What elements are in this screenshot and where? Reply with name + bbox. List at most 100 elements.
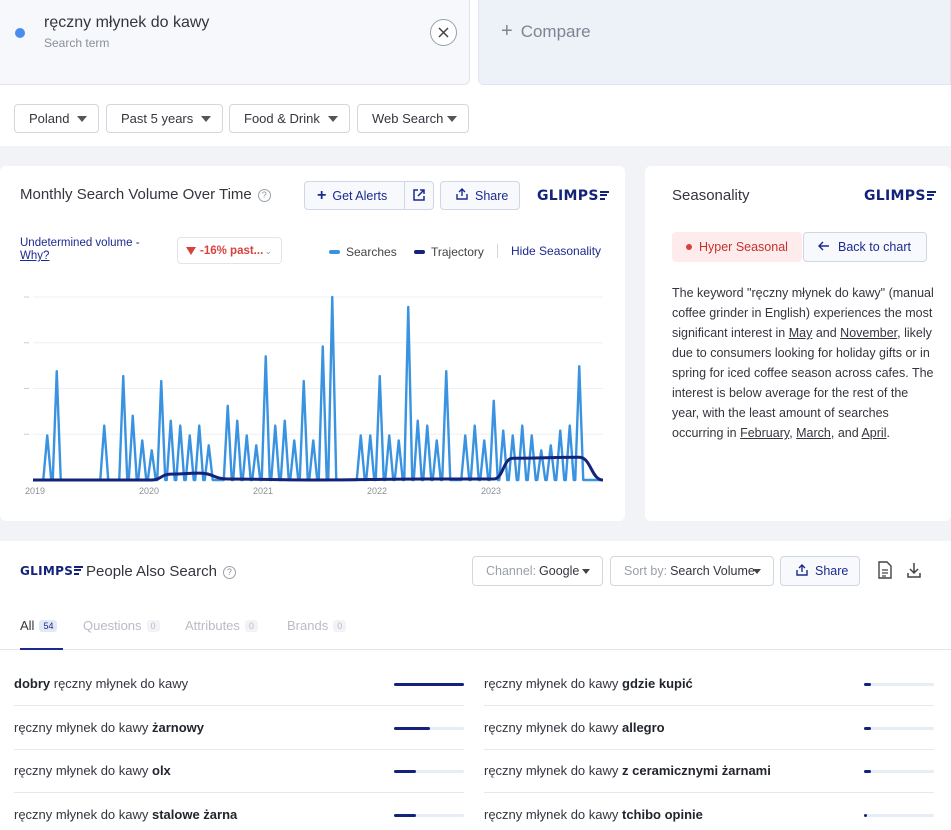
tab-count: 54	[39, 620, 58, 632]
trajectory-line	[33, 455, 604, 482]
keyword-highlight: tchibo opinie	[622, 806, 703, 822]
caret-down-icon	[447, 116, 457, 122]
x-tick-label: 2020	[139, 486, 159, 496]
volume-bar-fill	[864, 726, 871, 730]
keyword-highlight: z ceramicznymi żarnami	[622, 763, 771, 778]
caret-down-icon	[582, 569, 590, 574]
list-item[interactable]: ręczny młynek do kawy olx	[14, 750, 464, 793]
hide-seasonality-link[interactable]: Hide Seasonality	[511, 244, 602, 258]
badge-label: Hyper Seasonal	[699, 240, 788, 254]
source-filter[interactable]: Web Search	[357, 104, 469, 133]
list-item[interactable]: ręczny młynek do kawy gdzie kupić	[484, 663, 934, 706]
legend-searches[interactable]: Searches	[329, 245, 397, 259]
get-alerts-button[interactable]: + Get Alerts	[304, 181, 434, 210]
seasonality-title: Seasonality	[672, 187, 750, 204]
caret-down-icon	[201, 116, 211, 122]
list-item[interactable]: ręczny młynek do kawy żarnowy	[14, 707, 464, 750]
volume-bar	[864, 726, 934, 730]
sort-value: Search Volume	[670, 564, 755, 578]
keyword-text: ręczny młynek do kawy z ceramicznymi żar…	[484, 763, 771, 778]
share-label: Share	[815, 564, 849, 578]
month-march: March	[796, 426, 831, 440]
keyword-text: ręczny młynek do kawy stalowe żarna	[14, 807, 237, 822]
keyword-part: ręczny młynek do kawy	[14, 719, 152, 735]
external-link-icon[interactable]	[412, 188, 426, 205]
volume-bar-fill	[394, 726, 431, 730]
people-also-search-section: GLIMPS People Also Search? Channel: Googl…	[0, 541, 951, 830]
legend-trajectory-label: Trajectory	[431, 245, 484, 259]
volume-bar	[394, 813, 464, 817]
volume-bar	[394, 770, 464, 773]
keyword-text: dobry ręczny młynek do kawy	[14, 676, 188, 691]
download-icon[interactable]	[906, 561, 924, 579]
keyword-text: ręczny młynek do kawy gdzie kupić	[484, 676, 693, 691]
pas-title: People Also Search?	[86, 563, 236, 580]
keyword-part: ręczny młynek do kawy	[484, 676, 622, 691]
search-term[interactable]: ręczny młynek do kawy	[44, 14, 210, 31]
country-filter[interactable]: Poland	[14, 104, 99, 133]
category-filter[interactable]: Food & Drink	[229, 104, 350, 133]
legend-swatch	[414, 250, 425, 254]
volume-bar-fill	[394, 770, 417, 773]
help-icon[interactable]: ?	[257, 189, 271, 202]
trend-down-icon	[186, 246, 196, 255]
list-item[interactable]: ręczny młynek do kawy tchibo opinie	[484, 794, 934, 830]
back-to-chart-button[interactable]: Back to chart	[803, 232, 927, 262]
tab-all[interactable]: All 54	[20, 618, 63, 650]
trajectory-series	[33, 455, 604, 482]
share-label: Share	[475, 188, 509, 203]
channel-value: Google	[539, 564, 580, 578]
tab-label: Attributes	[185, 618, 240, 633]
volume-bar-fill	[864, 813, 867, 817]
search-volume-card: Monthly Search Volume Over Time? + Get A…	[0, 166, 625, 521]
glimpse-logo: GLIMPS	[537, 188, 609, 204]
timeframe-filter[interactable]: Past 5 years	[106, 104, 223, 133]
csv-file-icon[interactable]	[877, 561, 895, 579]
back-label: Back to chart	[838, 240, 911, 254]
help-icon[interactable]: ?	[222, 566, 236, 579]
logo-text: GLIMPS	[864, 188, 926, 204]
why-link[interactable]: Why?	[20, 250, 50, 262]
keyword-highlight: olx	[152, 763, 171, 778]
pas-share-button[interactable]: Share	[780, 556, 860, 586]
undetermined-volume-note: Undetermined volume - Why?	[20, 237, 140, 263]
logo-text: GLIMPS	[537, 188, 599, 204]
chart-grid	[24, 296, 603, 435]
tab-count: 0	[146, 620, 160, 632]
term-color-dot	[15, 28, 25, 38]
channel-select[interactable]: Channel: Google	[472, 556, 603, 586]
channel-label: Channel:	[486, 564, 537, 578]
trend-dropdown[interactable]: -16% past... ⌄	[177, 237, 282, 264]
x-axis-ticks: 2019 2020 2021 2022 2023	[25, 486, 501, 496]
glimpse-logo: GLIMPS	[864, 188, 936, 204]
tab-count: 0	[244, 620, 258, 632]
tab-questions[interactable]: Questions 0	[83, 618, 160, 650]
legend-swatch	[329, 250, 340, 254]
caret-down-icon	[328, 116, 338, 122]
close-icon[interactable]	[430, 19, 457, 46]
list-item[interactable]: ręczny młynek do kawy allegro	[484, 707, 934, 750]
list-item[interactable]: ręczny młynek do kawy stalowe żarna	[14, 794, 464, 830]
season-text-part: .	[886, 426, 890, 440]
tab-brands[interactable]: Brands 0	[287, 618, 347, 650]
tab-label: Questions	[83, 618, 142, 633]
legend-trajectory[interactable]: Trajectory	[414, 245, 484, 259]
list-item[interactable]: ręczny młynek do kawy z ceramicznymi żar…	[484, 750, 934, 793]
keyword-text: ręczny młynek do kawy allegro	[484, 720, 665, 735]
trend-value: -16% past...	[200, 244, 264, 257]
pas-title-text: People Also Search	[86, 563, 217, 580]
keyword-text: ręczny młynek do kawy olx	[14, 763, 171, 778]
search-term-card[interactable]: ręczny młynek do kawy Search term	[0, 0, 470, 85]
divider	[404, 182, 405, 209]
sort-select[interactable]: Sort by: Search Volume	[610, 556, 774, 586]
list-item[interactable]: dobry ręczny młynek do kawy	[14, 663, 464, 706]
tab-label: All	[20, 618, 35, 633]
get-alerts-label: Get Alerts	[332, 188, 388, 203]
volume-bar	[864, 770, 934, 773]
volume-bar-fill	[864, 770, 871, 773]
season-text-part: and	[812, 326, 841, 340]
compare-button[interactable]: + Compare	[478, 0, 951, 85]
share-button[interactable]: Share	[440, 181, 520, 210]
tab-attributes[interactable]: Attributes 0	[185, 618, 258, 650]
timeframe-filter-label: Past 5 years	[121, 111, 194, 126]
